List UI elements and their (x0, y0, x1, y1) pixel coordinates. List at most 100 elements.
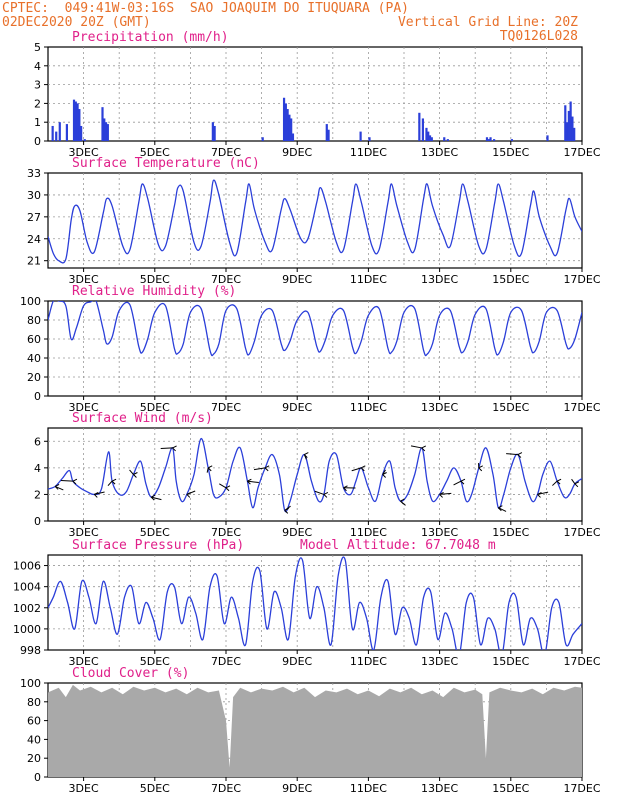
pressure-ytick-label: 1002 (13, 602, 41, 615)
rh-title: Relative Humidity (%) (72, 284, 236, 299)
cloud-ytick-label: 20 (27, 752, 41, 765)
wind-title: Surface Wind (m/s) (72, 411, 213, 426)
wind-arrow-head (284, 507, 289, 514)
wind-frame (47, 427, 583, 522)
precip-ytick-label: 1 (34, 116, 41, 129)
wind-ytick-label: 2 (34, 488, 41, 501)
cloud-xtick-label: 3DEC (69, 782, 99, 795)
wind-xtick-label: 9DEC (282, 526, 312, 539)
rh-xtick-label: 15DEC (492, 401, 529, 414)
wind-arrow-head (517, 452, 523, 458)
rh-ytick-label: 20 (27, 371, 41, 384)
precip-bar (428, 135, 432, 141)
temp-line (48, 179, 582, 264)
temp-ytick-label: 21 (27, 255, 41, 268)
wind-arrow (151, 496, 162, 501)
pressure-ytick-label: 998 (20, 644, 41, 657)
precip-xtick-label: 5DEC (140, 146, 170, 159)
pressure-xtick-label: 7DEC (211, 655, 241, 668)
rh-ytick-label: 60 (27, 333, 41, 346)
temp-ytick-label: 33 (27, 167, 41, 180)
precip-bar (573, 127, 576, 141)
wind-arrow-head (556, 478, 562, 485)
precip-bar (291, 133, 295, 141)
precip-bar (430, 137, 433, 141)
wind-arrow (552, 480, 558, 486)
precip-bar (446, 139, 449, 141)
temp-xtick-label: 13DEC (421, 273, 458, 286)
precip-ytick-label: 4 (34, 60, 41, 73)
precip-bar (286, 109, 289, 141)
precip-bar (78, 109, 81, 141)
wind-arrow-head (574, 481, 580, 488)
cloud-ytick-label: 80 (27, 696, 41, 709)
wind-arrow (247, 480, 259, 484)
precip-bar (65, 124, 68, 141)
wind-arrow (160, 447, 173, 450)
wind-arrow (439, 492, 452, 495)
precip-bar (443, 137, 446, 141)
pressure-frame (47, 554, 583, 651)
rh-ytick-label: 80 (27, 314, 41, 327)
cloud-ytick-label: 0 (34, 771, 41, 784)
wind-arrow (571, 478, 576, 485)
wind-xtick-label: 5DEC (140, 526, 170, 539)
temp-title: Surface Temperature (nC) (72, 156, 260, 171)
pressure-xtick-label: 13DEC (421, 655, 458, 668)
precip-bar (51, 125, 54, 141)
temp-xtick-label: 17DEC (563, 273, 600, 286)
wind-xtick-label: 7DEC (211, 526, 241, 539)
precip-bar (58, 122, 61, 141)
precip-bar (327, 129, 330, 141)
rh-frame (47, 300, 583, 397)
header-grid-note: Vertical Grid Line: 20Z (397, 15, 578, 30)
precip-bar (103, 118, 106, 141)
temp-frame (47, 172, 583, 269)
precip-bar (106, 124, 109, 141)
cloud-xtick-label: 11DEC (350, 782, 387, 795)
rh-xtick-label: 9DEC (282, 401, 312, 414)
rh-xtick-label: 17DEC (563, 401, 600, 414)
wind-arrow-head (54, 484, 60, 490)
cloud-xtick-label: 5DEC (140, 782, 170, 795)
cloud-ytick-label: 40 (27, 733, 41, 746)
precip-bar (485, 137, 489, 141)
wind-arrow (54, 485, 64, 491)
pressure-ytick-label: 1004 (13, 581, 41, 594)
wind-ytick-label: 6 (34, 435, 41, 448)
precip-title: Precipitation (mm/h) (72, 30, 229, 45)
wind-arrow-head (225, 485, 231, 492)
precip-bar (510, 139, 513, 141)
pressure-xtick-label: 3DEC (69, 655, 99, 668)
wind-ytick-label: 4 (34, 462, 41, 475)
rh-xtick-label: 13DEC (421, 401, 458, 414)
wind-arrow-head (111, 478, 117, 485)
wind-xtick-label: 3DEC (69, 526, 99, 539)
precip-bar (418, 112, 421, 141)
wind-arrow (61, 479, 73, 482)
wind-arrow-head (537, 491, 542, 498)
wind-arrow-head (172, 445, 177, 452)
precip-bar (359, 131, 362, 141)
cloud-ytick-label: 100 (20, 677, 41, 690)
precip-bar (569, 101, 572, 141)
precip-bar (487, 139, 490, 141)
wind-arrow-head (400, 498, 405, 505)
wind-arrow-head (93, 491, 99, 498)
pressure-title: Surface Pressure (hPa) (72, 538, 244, 553)
cloud-title: Cloud Cover (%) (72, 666, 189, 681)
precip-bar (213, 125, 216, 141)
cloud-xtick-label: 7DEC (211, 782, 241, 795)
precip-bar (55, 131, 58, 141)
wind-arrow-head (343, 485, 348, 492)
temp-xtick-label: 7DEC (211, 273, 241, 286)
rh-xtick-label: 11DEC (350, 401, 387, 414)
precip-bar (489, 137, 492, 141)
temp-xtick-label: 5DEC (140, 273, 170, 286)
precip-bar (546, 135, 549, 141)
wind-arrow (453, 480, 462, 486)
precip-bar (74, 101, 77, 141)
wind-arrow-head (133, 472, 138, 478)
precip-bar (101, 107, 104, 141)
